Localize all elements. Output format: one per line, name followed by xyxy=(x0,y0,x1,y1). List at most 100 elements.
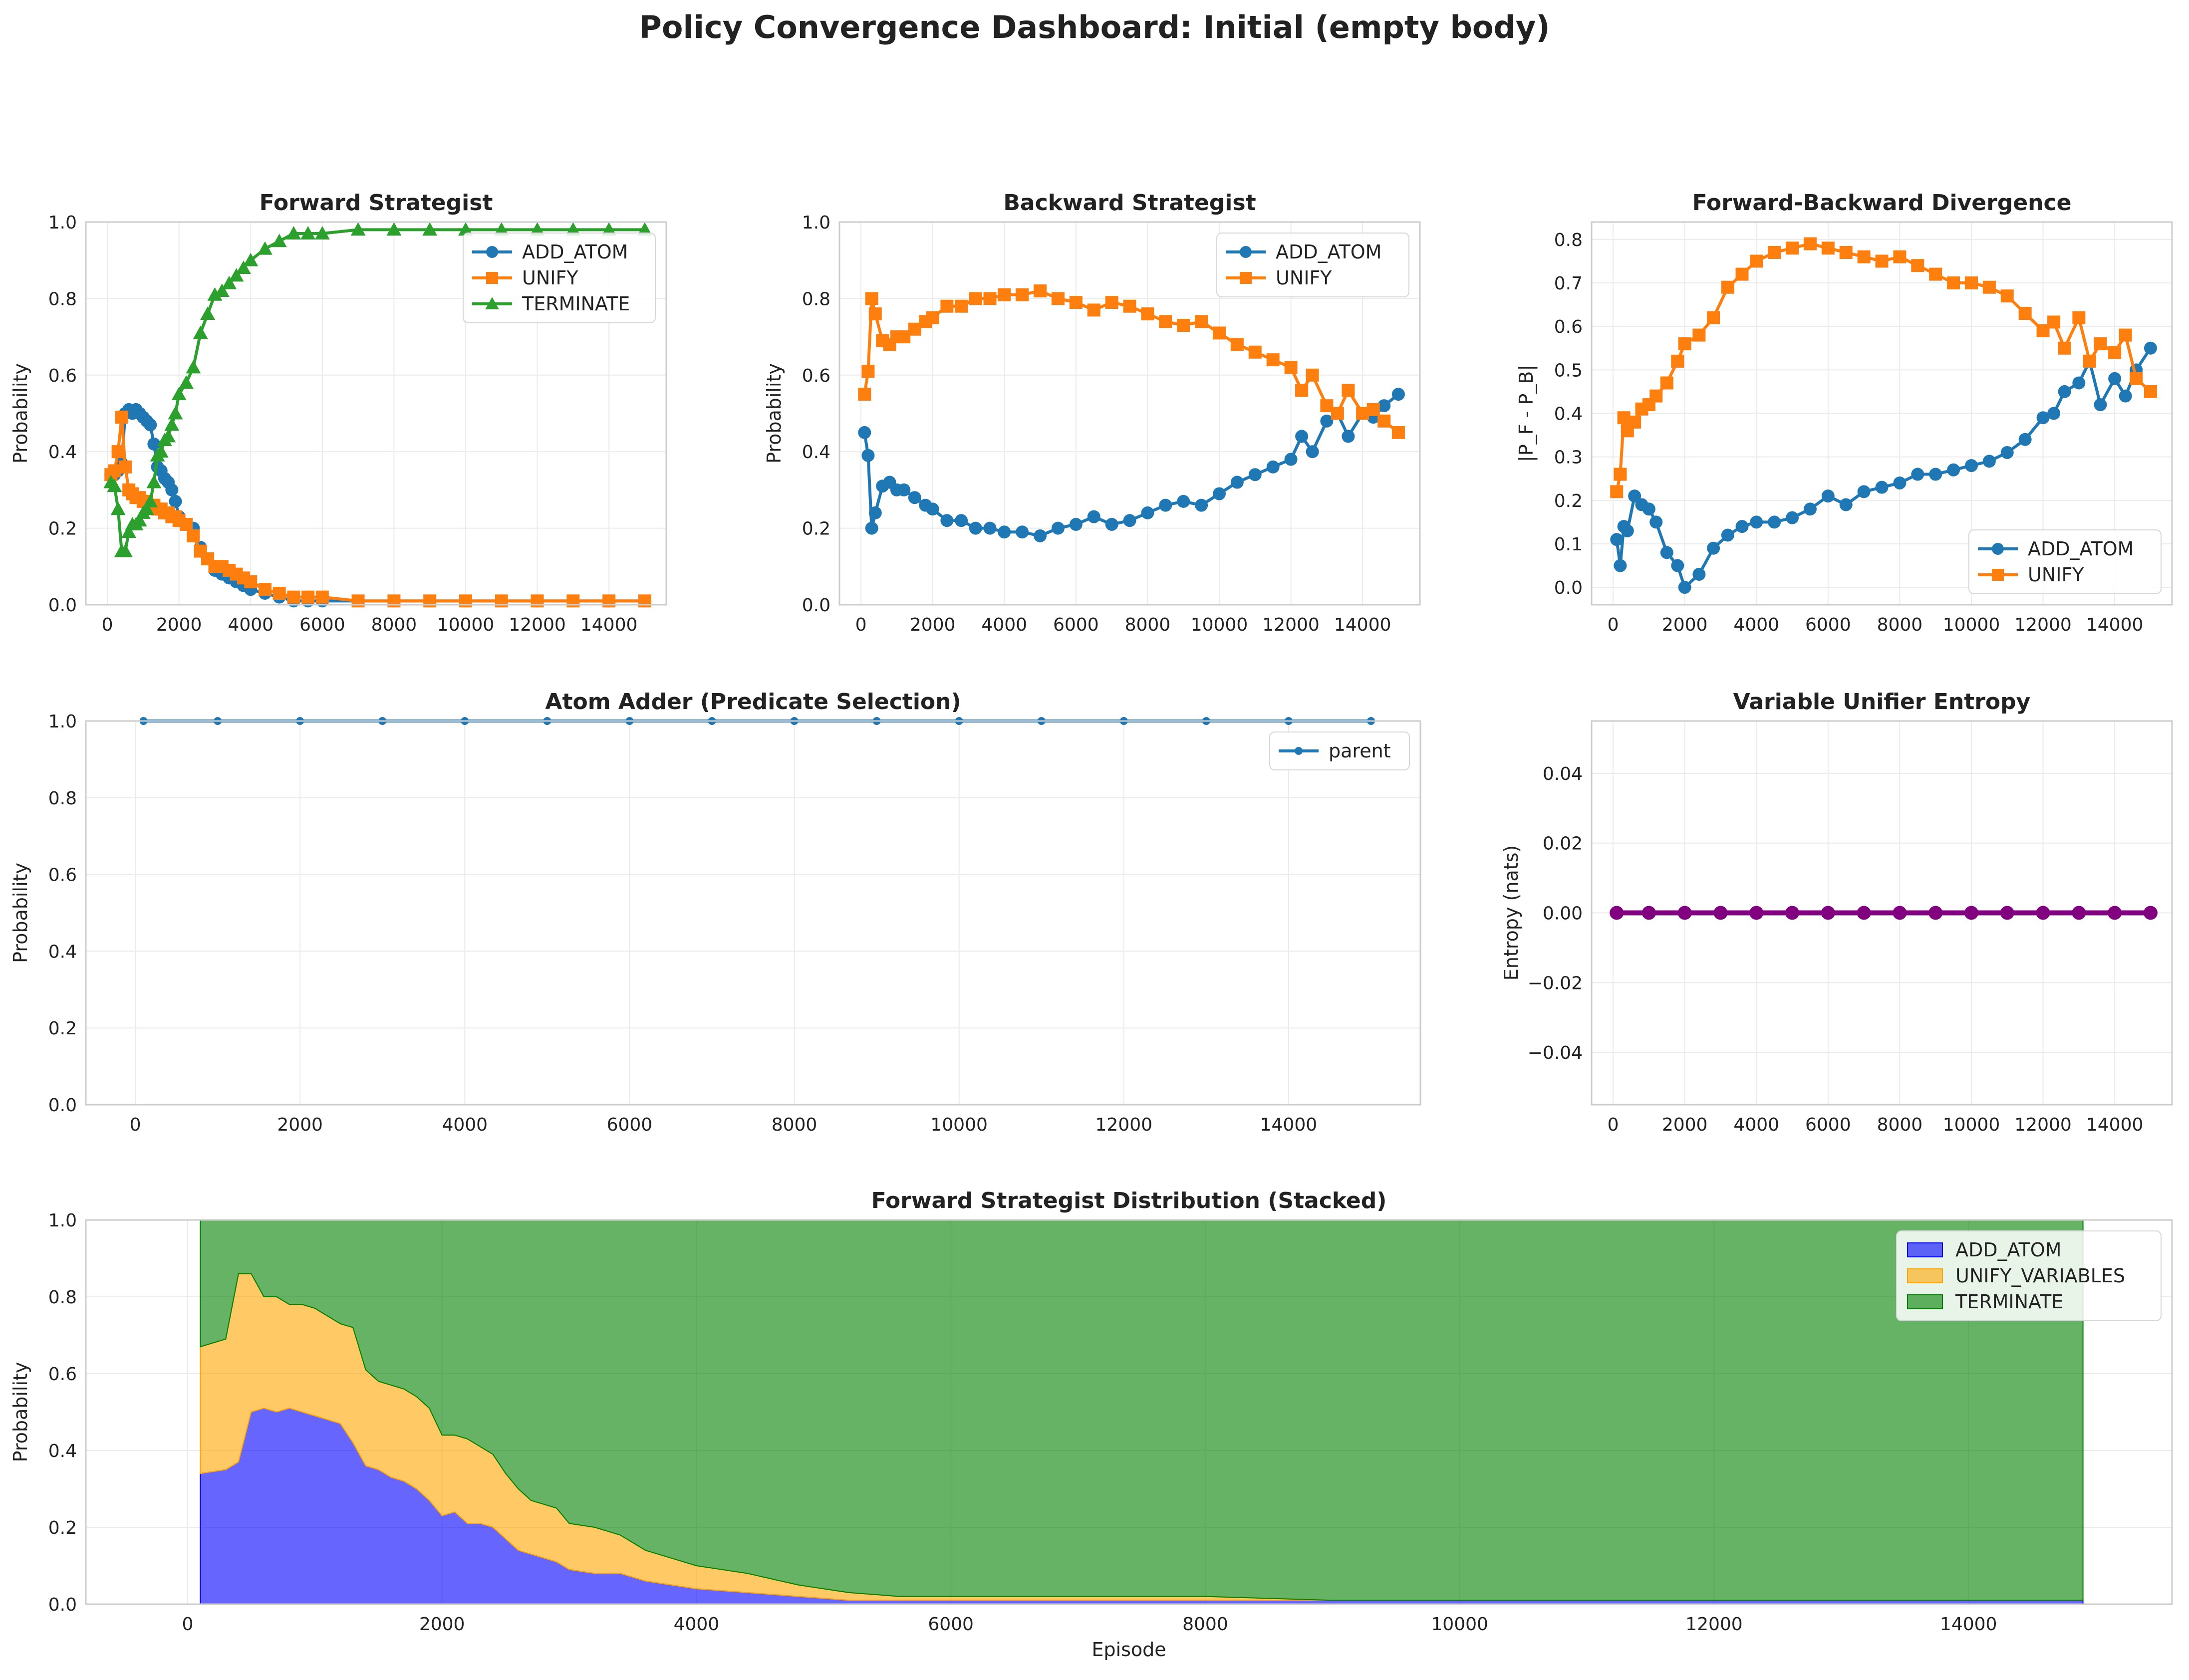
data-point xyxy=(1677,906,1692,920)
data-point xyxy=(1982,280,1996,294)
chart-panels: 0 2000 4000 6000 8000 10000 12000 14000 0.0 0.2 0.… xyxy=(9,190,2173,1661)
data-point xyxy=(1707,541,1720,555)
legend-marker xyxy=(1295,747,1303,755)
data-point xyxy=(161,429,176,443)
data-point xyxy=(1295,384,1309,397)
data-point xyxy=(1947,276,1960,290)
y-tick-label: 0.4 xyxy=(1554,404,1583,425)
y-tick-label: 1.0 xyxy=(48,712,77,732)
data-point xyxy=(118,543,133,557)
x-tick-label: 4000 xyxy=(674,1614,720,1635)
data-point xyxy=(1875,480,1889,494)
y-axis-label: Probability xyxy=(9,1362,31,1462)
y-tick-label: 0.8 xyxy=(802,289,830,309)
data-point xyxy=(1649,515,1663,529)
legend-label: TERMINATE xyxy=(1955,1291,2063,1313)
y-tick-label: 0.0 xyxy=(48,1595,77,1615)
x-tick-label: 2000 xyxy=(910,615,956,635)
x-tick-label: 8000 xyxy=(371,615,417,635)
data-point xyxy=(1707,311,1720,324)
data-point xyxy=(1821,241,1835,255)
data-point xyxy=(132,513,147,527)
y-tick-label: 0.0 xyxy=(48,595,77,616)
data-point xyxy=(1768,246,1781,259)
plot-frame xyxy=(85,720,1421,1106)
x-tick-label: 2000 xyxy=(419,1614,465,1635)
y-tick-label: 0.4 xyxy=(48,442,77,463)
data-point xyxy=(287,590,300,604)
series-entropy xyxy=(1610,906,2158,920)
data-point xyxy=(983,292,997,305)
y-tick-label: 1.0 xyxy=(48,213,77,233)
legend-swatch xyxy=(1907,1294,1943,1309)
data-point xyxy=(1266,460,1280,474)
legend: ADD_ATOM UNIFY_VARIABLES TERMINATE xyxy=(1896,1230,2162,1321)
data-point xyxy=(1735,520,1749,533)
y-tick-label: 0.2 xyxy=(802,519,830,539)
x-tick-label: 2000 xyxy=(1662,615,1708,635)
data-point xyxy=(908,491,921,504)
x-tick-label: 12000 xyxy=(1262,615,1320,635)
x-tick-label: 12000 xyxy=(2014,1115,2072,1135)
data-point xyxy=(1893,250,1907,263)
y-tick-label: 0.4 xyxy=(48,942,77,962)
data-point xyxy=(1875,254,1889,268)
legend-box xyxy=(1269,731,1410,770)
y-tick-label: 0.2 xyxy=(1554,491,1583,511)
y-tick-label: 0.4 xyxy=(802,442,830,463)
data-point xyxy=(1735,267,1749,281)
data-point xyxy=(865,521,878,535)
data-point xyxy=(1947,463,1960,477)
data-point xyxy=(1628,489,1642,503)
y-tick-label: 0.2 xyxy=(48,1518,77,1538)
data-point xyxy=(1928,906,1943,920)
data-point xyxy=(1628,415,1642,429)
legend-label: ADD_ATOM xyxy=(522,241,628,263)
x-tick-label: 6000 xyxy=(607,1115,653,1135)
y-tick-label: −0.02 xyxy=(1528,973,1583,993)
data-point xyxy=(121,524,137,538)
data-point xyxy=(164,417,180,431)
y-axis-label: Probability xyxy=(9,863,31,963)
data-point xyxy=(1721,528,1734,542)
x-tick-label: 6000 xyxy=(299,615,345,635)
data-point xyxy=(1610,906,1624,920)
data-point xyxy=(1678,337,1691,351)
data-point xyxy=(350,222,366,236)
x-tick-label: 8000 xyxy=(1125,615,1171,635)
plot-frame xyxy=(1591,221,2173,606)
y-tick-label: 0.2 xyxy=(48,1018,77,1039)
data-point xyxy=(2094,337,2107,351)
axis-title: Variable Unifier Entropy xyxy=(1733,689,2031,715)
x-tick-label: 0 xyxy=(102,615,113,635)
data-point xyxy=(1212,326,1226,340)
axis-title: Forward Strategist Distribution (Stacked… xyxy=(871,1188,1387,1213)
data-point xyxy=(1750,254,1763,268)
data-point xyxy=(214,283,230,297)
data-point xyxy=(179,375,194,389)
data-point xyxy=(229,268,244,282)
data-point xyxy=(1248,468,1262,481)
legend-marker xyxy=(1240,246,1252,258)
data-point xyxy=(422,222,438,236)
data-point xyxy=(1377,399,1391,413)
legend-label: UNIFY xyxy=(522,267,578,289)
x-tick-label: 10000 xyxy=(1191,615,1248,635)
legend: ADD_ATOM UNIFY xyxy=(1216,233,1409,297)
data-point xyxy=(115,411,128,424)
data-point xyxy=(1964,906,1978,920)
data-point xyxy=(1671,559,1684,572)
x-tick-label: 14000 xyxy=(1260,1115,1318,1135)
y-tick-label: 0.4 xyxy=(48,1441,77,1461)
data-point xyxy=(868,307,882,321)
data-point xyxy=(1248,345,1262,359)
data-point xyxy=(2018,433,2032,446)
data-point xyxy=(186,360,201,374)
x-tick-label: 10000 xyxy=(930,1115,988,1135)
data-point xyxy=(165,483,179,496)
data-point xyxy=(2119,389,2132,403)
data-point xyxy=(1614,468,1627,481)
y-tick-label: 0.2 xyxy=(48,519,77,539)
y-tick-label: 0.8 xyxy=(1554,230,1583,250)
chart-atom_adder: 0 2000 4000 6000 8000 10000 12000 14000 0.0 0.2 0.… xyxy=(9,689,1421,1135)
